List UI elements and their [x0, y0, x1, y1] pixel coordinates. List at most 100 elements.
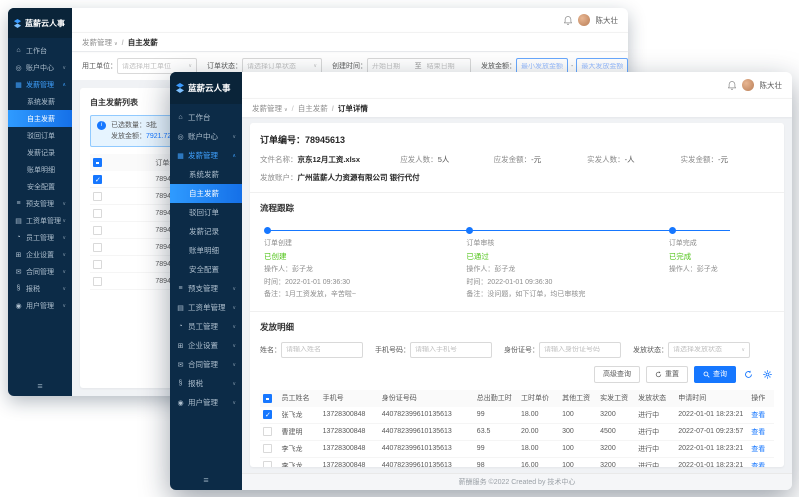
breadcrumb-item[interactable]: 自主发薪 — [288, 103, 328, 114]
sidebar-item[interactable]: ◉ 用户管理 ∨ — [8, 297, 72, 314]
breadcrumb-item[interactable]: 发薪管理 — [82, 37, 118, 48]
amount-max-input[interactable] — [581, 62, 624, 70]
sidebar-item[interactable]: ✉ 合同管理 ∨ — [170, 355, 242, 374]
step-dot-icon — [466, 227, 474, 234]
sidebar-item[interactable]: 账单明细 — [170, 241, 242, 260]
view-link[interactable]: 查看 — [751, 445, 766, 453]
sidebar-item[interactable]: ≡ 预支管理 ∨ — [170, 279, 242, 298]
user-name[interactable]: 陈大壮 — [759, 80, 783, 90]
sidebar-item[interactable]: ▤ 工资单管理 ∨ — [8, 212, 72, 229]
chevron-icon: ∨ — [62, 217, 66, 224]
sidebar-item[interactable]: ◎ 账户中心 ∨ — [170, 127, 242, 146]
sidebar-item[interactable]: ◔ 员工管理 ∨ — [8, 229, 72, 246]
user-name[interactable]: 陈大壮 — [595, 15, 619, 25]
sidebar-item[interactable]: § 报税 ∨ — [170, 374, 242, 393]
bell-icon[interactable] — [563, 15, 572, 25]
date-end-input[interactable] — [426, 62, 465, 70]
date-range-picker[interactable]: 至 — [367, 58, 471, 74]
avatar[interactable] — [741, 79, 754, 91]
step-status: 已完成 — [668, 252, 692, 261]
row-checkbox[interactable] — [93, 276, 102, 286]
view-link[interactable]: 查看 — [751, 411, 766, 419]
reset-button[interactable]: 重置 — [646, 365, 688, 383]
gear-icon[interactable] — [761, 368, 774, 381]
order-status-input[interactable] — [247, 62, 312, 70]
breadcrumb-item[interactable]: 订单详情 — [328, 103, 368, 114]
id-input[interactable] — [544, 346, 616, 354]
select-all-checkbox[interactable] — [263, 393, 272, 403]
row-checkbox[interactable] — [93, 191, 102, 201]
sidebar-item[interactable]: § 报税 ∨ — [8, 280, 72, 297]
sidebar-item[interactable]: ▦ 发薪管理 ∧ — [170, 146, 242, 165]
sidebar-item[interactable]: ✉ 合同管理 ∨ — [8, 263, 72, 280]
avatar[interactable] — [577, 14, 590, 26]
advanced-search-button[interactable]: 高级查询 — [594, 365, 640, 383]
row-checkbox[interactable] — [263, 410, 272, 420]
cell-total-hours: 99 — [476, 445, 485, 453]
sidebar-item[interactable]: 账单明细 — [8, 161, 72, 178]
sidebar-collapse-icon[interactable]: ≡ — [37, 381, 43, 391]
row-checkbox[interactable] — [93, 242, 102, 252]
breadcrumb-item[interactable]: 自主发薪 — [118, 37, 158, 48]
table-row[interactable]: 李飞龙 13728300848 440782399610135613 98 16… — [260, 458, 774, 467]
front-sidebar-menu: ⌂ 工作台 ◎ 账户中心 ∨ ▦ 发薪管理 ∧ — [170, 104, 242, 412]
sidebar-item[interactable]: 系统发薪 — [170, 165, 242, 184]
sidebar-item[interactable]: ≡ 预支管理 ∨ — [8, 195, 72, 212]
date-start-input[interactable] — [372, 62, 410, 70]
name-label: 姓名： — [260, 346, 281, 354]
menu-icon: ◎ — [177, 133, 184, 141]
phone-label: 手机号码： — [375, 346, 410, 354]
sidebar-item[interactable]: 安全配置 — [8, 178, 72, 195]
sidebar-item[interactable]: 系统发薪 — [8, 93, 72, 110]
name-field[interactable] — [281, 341, 363, 358]
employer-input[interactable] — [122, 62, 187, 70]
sidebar-item[interactable]: 自主发薪 — [170, 184, 242, 203]
table-row[interactable]: 张飞龙 13728300848 440782399610135613 99 18… — [260, 407, 774, 424]
cell-phone: 13728300848 — [322, 445, 366, 453]
row-checkbox[interactable] — [263, 444, 272, 454]
sidebar-item[interactable]: ◎ 账户中心 ∨ — [8, 59, 72, 76]
search-button[interactable]: 查询 — [694, 365, 736, 383]
payout-status-input[interactable] — [673, 346, 740, 354]
sidebar-item[interactable]: 驳回订单 — [170, 203, 242, 222]
row-checkbox[interactable] — [93, 259, 102, 269]
sidebar-item[interactable]: ◉ 用户管理 ∨ — [170, 393, 242, 412]
row-checkbox[interactable] — [263, 461, 272, 467]
sidebar-collapse-icon[interactable]: ≡ — [203, 475, 209, 485]
chevron-icon: ∨ — [62, 302, 66, 309]
sidebar-item[interactable]: 驳回订单 — [8, 127, 72, 144]
id-field[interactable] — [539, 341, 621, 358]
sidebar-item[interactable]: ⊞ 企业设置 ∨ — [170, 336, 242, 355]
name-input[interactable] — [286, 346, 358, 354]
view-link[interactable]: 查看 — [751, 462, 766, 467]
sidebar-item[interactable]: ⌂ 工作台 — [8, 42, 72, 59]
row-checkbox[interactable] — [93, 208, 102, 218]
col-id-number: 身份证号码 — [381, 395, 417, 403]
employer-select[interactable]: ∨ — [117, 58, 197, 74]
breadcrumb-item[interactable]: 发薪管理 — [252, 103, 288, 114]
bell-icon[interactable] — [727, 80, 736, 90]
sidebar-item[interactable]: 发薪记录 — [8, 144, 72, 161]
row-checkbox[interactable] — [93, 225, 102, 235]
row-checkbox[interactable] — [93, 174, 102, 184]
table-row[interactable]: 曹建明 13728300848 440782399610135613 63.5 … — [260, 424, 774, 441]
sidebar-item[interactable]: 自主发薪 — [8, 110, 72, 127]
payout-status-select[interactable]: ∨ — [668, 341, 750, 358]
sidebar-item[interactable]: ⊞ 企业设置 ∨ — [8, 246, 72, 263]
sidebar-item[interactable]: 发薪记录 — [170, 222, 242, 241]
sidebar-item[interactable]: 安全配置 — [170, 260, 242, 279]
refresh-icon[interactable] — [742, 368, 755, 381]
sidebar-item[interactable]: ⌂ 工作台 — [170, 108, 242, 127]
row-checkbox[interactable] — [263, 427, 272, 437]
view-link[interactable]: 查看 — [751, 428, 766, 436]
sidebar-item[interactable]: ◔ 员工管理 ∨ — [170, 317, 242, 336]
order-field: 应发人数：5人 — [400, 154, 493, 165]
amount-min-input[interactable] — [521, 62, 563, 70]
chevron-icon: ∨ — [62, 251, 66, 258]
sidebar-item[interactable]: ▤ 工资单管理 ∨ — [170, 298, 242, 317]
sidebar-item[interactable]: ▦ 发薪管理 ∧ — [8, 76, 72, 93]
select-all-checkbox[interactable] — [93, 158, 102, 168]
phone-input[interactable] — [415, 346, 487, 354]
phone-field[interactable] — [410, 341, 492, 358]
table-row[interactable]: 李飞龙 13728300848 440782399610135613 99 18… — [260, 441, 774, 458]
